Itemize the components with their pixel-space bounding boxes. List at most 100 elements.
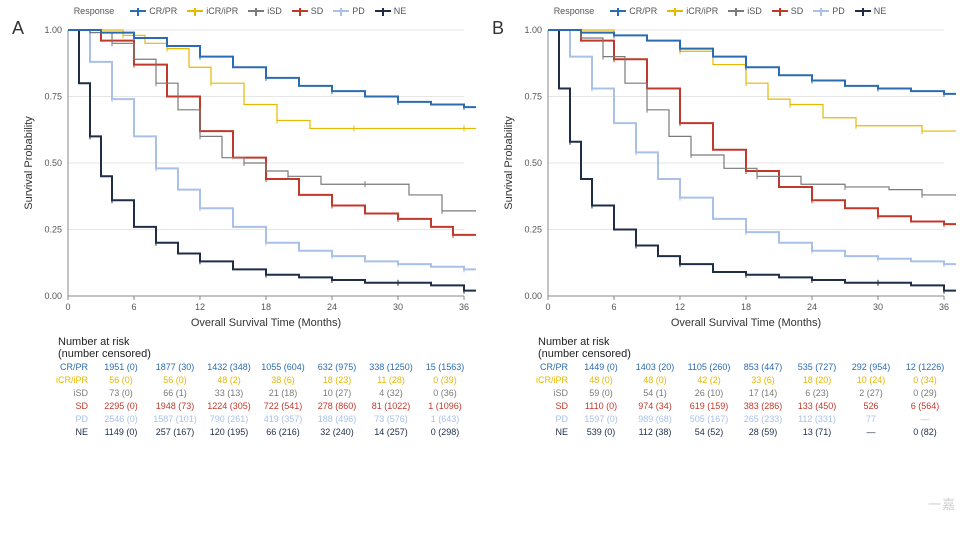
legend-item-sd: SD [772,6,804,16]
risk-cell: 0 (36) [418,388,472,398]
km-curve-crpr [548,30,956,94]
risk-cell: 539 (0) [574,427,628,437]
legend-item-ne: NE [375,6,407,16]
x-axis-label: Overall Survival Time (Months) [671,317,821,329]
risk-cell: 73 (0) [94,388,148,398]
legend-item-sd: SD [292,6,324,16]
y-tick: 0.00 [524,291,542,301]
y-tick: 0.25 [44,225,62,235]
risk-cell: 133 (450) [790,401,844,411]
risk-cell: 73 (576) [364,414,418,424]
risk-cell: 38 (6) [256,375,310,385]
km-curve-sd [68,30,476,235]
legend-label: PD [352,6,365,16]
km-curve-ne [548,30,956,291]
x-tick: 24 [807,302,817,312]
km-curve-pd [548,30,956,264]
risk-cell: 32 (240) [310,427,364,437]
risk-cell: 292 (954) [844,362,898,372]
risk-cell: 419 (357) [256,414,310,424]
km-curve-ne [68,30,476,291]
risk-row-label: PD [520,414,574,424]
risk-cell: 974 (34) [628,401,682,411]
legend-b: ResponseCR/PRiCR/iPRiSDSDPDNE [480,2,960,20]
risk-cell: 1403 (20) [628,362,682,372]
y-tick: 0.50 [44,158,62,168]
risk-cell: 1449 (0) [574,362,628,372]
risk-cell: 2 (27) [844,388,898,398]
legend-title: Response [554,6,595,16]
risk-cell: 2546 (0) [94,414,148,424]
legend-swatch [610,10,626,12]
risk-table-b: Number at risk(number censored)CR/PR1449… [520,336,960,440]
risk-cell: 2295 (0) [94,401,148,411]
risk-cell: 1 (1096) [418,401,472,411]
panel-label-b: B [492,18,504,39]
risk-cell: 77 [844,414,898,424]
panel-b: B ResponseCR/PRiCR/iPRiSDSDPDNE 0.000.25… [480,0,960,549]
risk-cell: 1948 (73) [148,401,202,411]
risk-cell: 81 (1022) [364,401,418,411]
y-tick: 1.00 [524,25,542,35]
legend-label: NE [394,6,407,16]
risk-row-isd: iSD73 (0)66 (1)33 (13)21 (18)10 (27)4 (3… [40,388,480,401]
risk-cell: 6 (23) [790,388,844,398]
km-curve-icripr [68,30,476,128]
risk-cell: 1149 (0) [94,427,148,437]
risk-row-label: PD [40,414,94,424]
km-curve-pd [68,30,476,269]
risk-cell: 1432 (348) [202,362,256,372]
risk-header: Number at risk(number censored) [538,336,960,360]
risk-cell: 59 (0) [574,388,628,398]
risk-header: Number at risk(number censored) [58,336,480,360]
legend-item-icripr: iCR/iPR [187,6,238,16]
legend-label: iCR/iPR [686,6,718,16]
km-curve-isd [68,30,476,211]
km-curve-sd [548,30,956,224]
risk-cell: 112 (38) [628,427,682,437]
legend-label: NE [874,6,887,16]
risk-row-pd: PD1597 (0)989 (68)505 (167)265 (233)112 … [520,414,960,427]
km-curve-icripr [548,30,956,131]
x-tick: 12 [195,302,205,312]
legend-swatch [772,10,788,12]
legend-swatch [855,10,871,12]
risk-cell: 383 (286) [736,401,790,411]
risk-cell: 66 (1) [148,388,202,398]
risk-cell: 265 (233) [736,414,790,424]
risk-cell: 11 (28) [364,375,418,385]
x-axis-label: Overall Survival Time (Months) [191,317,341,329]
risk-cell: 56 (0) [94,375,148,385]
risk-row-ne: NE539 (0)112 (38)54 (52)28 (59)13 (71)—0… [520,427,960,440]
risk-cell: 10 (27) [310,388,364,398]
x-tick: 12 [675,302,685,312]
risk-row-label: iSD [520,388,574,398]
x-tick: 30 [393,302,403,312]
risk-cell: 1587 (101) [148,414,202,424]
legend-swatch [333,10,349,12]
risk-cell: 188 (496) [310,414,364,424]
x-tick: 6 [611,302,616,312]
x-tick: 24 [327,302,337,312]
risk-row-label: iCR/iPR [40,375,94,385]
risk-cell: 4 (32) [364,388,418,398]
risk-cell: 1597 (0) [574,414,628,424]
risk-cell: 0 (34) [898,375,952,385]
legend-a: ResponseCR/PRiCR/iPRiSDSDPDNE [0,2,480,20]
legend-label: PD [832,6,845,16]
risk-cell: 853 (447) [736,362,790,372]
risk-cell: 17 (14) [736,388,790,398]
risk-cell: 1877 (30) [148,362,202,372]
risk-cell: 535 (727) [790,362,844,372]
risk-cell: 56 (0) [148,375,202,385]
y-tick: 0.50 [524,158,542,168]
y-axis-label: Survival Probability [23,116,35,210]
legend-swatch [248,10,264,12]
risk-row-ne: NE1149 (0)257 (167)120 (195)66 (216)32 (… [40,427,480,440]
risk-cell: 15 (1563) [418,362,472,372]
risk-row-label: CR/PR [40,362,94,372]
risk-row-label: SD [520,401,574,411]
risk-cell: 21 (18) [256,388,310,398]
watermark: 一嘉 [928,494,956,513]
risk-row-crpr: CR/PR1951 (0)1877 (30)1432 (348)1055 (60… [40,362,480,375]
